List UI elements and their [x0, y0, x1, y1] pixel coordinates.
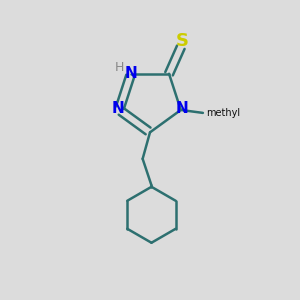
Text: N: N	[176, 101, 189, 116]
Text: methyl: methyl	[206, 108, 240, 118]
Text: S: S	[176, 32, 189, 50]
Text: N: N	[111, 101, 124, 116]
Text: N: N	[124, 66, 137, 81]
Text: H: H	[115, 61, 124, 74]
